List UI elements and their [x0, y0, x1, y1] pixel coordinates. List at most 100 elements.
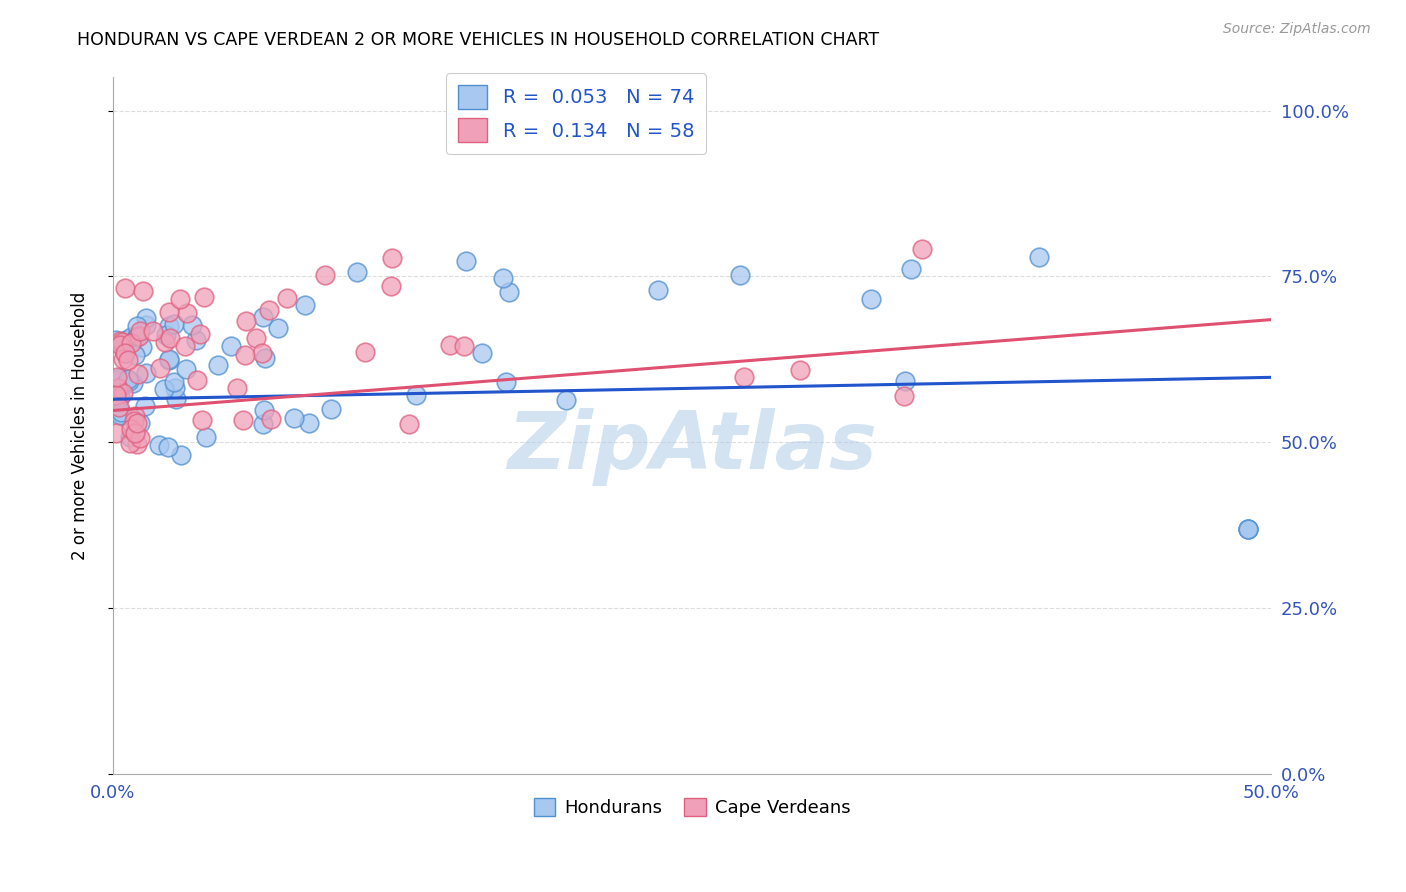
- Point: [647, 283, 669, 297]
- Point: [110, 404, 132, 418]
- Point: [118, 430, 141, 444]
- Point: [115, 333, 138, 347]
- Point: [163, 317, 186, 331]
- Point: [191, 413, 214, 427]
- Point: [155, 335, 177, 350]
- Point: [152, 382, 174, 396]
- Point: [165, 392, 187, 406]
- Point: [108, 408, 131, 422]
- Point: [107, 381, 129, 395]
- Point: [174, 339, 197, 353]
- Point: [219, 339, 242, 353]
- Point: [159, 305, 181, 319]
- Point: [129, 431, 152, 445]
- Point: [193, 290, 215, 304]
- Point: [107, 387, 129, 401]
- Point: [194, 430, 217, 444]
- Point: [149, 361, 172, 376]
- Point: [111, 408, 134, 422]
- Point: [453, 339, 475, 353]
- Point: [135, 310, 157, 325]
- Point: [346, 265, 368, 279]
- Point: [124, 409, 146, 423]
- Point: [276, 291, 298, 305]
- Point: [471, 346, 494, 360]
- Point: [148, 437, 170, 451]
- Point: [105, 370, 128, 384]
- Point: [283, 410, 305, 425]
- Point: [176, 306, 198, 320]
- Point: [398, 417, 420, 432]
- Point: [253, 402, 276, 417]
- Point: [118, 374, 141, 388]
- Point: [492, 271, 515, 285]
- Point: [112, 385, 135, 400]
- Point: [893, 389, 915, 403]
- Point: [125, 416, 148, 430]
- Point: [117, 353, 139, 368]
- Point: [405, 388, 427, 402]
- Point: [124, 426, 146, 441]
- Point: [157, 351, 180, 366]
- Point: [108, 390, 131, 404]
- Point: [120, 436, 142, 450]
- Point: [111, 373, 134, 387]
- Point: [454, 253, 477, 268]
- Point: [267, 321, 290, 335]
- Point: [321, 401, 343, 416]
- Point: [114, 281, 136, 295]
- Point: [900, 262, 922, 277]
- Point: [1237, 522, 1260, 536]
- Point: [188, 326, 211, 341]
- Point: [111, 378, 134, 392]
- Point: [495, 375, 517, 389]
- Point: [297, 416, 319, 430]
- Point: [165, 380, 187, 394]
- Point: [110, 334, 132, 349]
- Point: [232, 413, 254, 427]
- Point: [260, 412, 283, 426]
- Point: [252, 417, 274, 431]
- Point: [159, 330, 181, 344]
- Point: [225, 381, 247, 395]
- Point: [789, 363, 811, 377]
- Point: [117, 372, 139, 386]
- Point: [127, 437, 149, 451]
- Point: [859, 292, 882, 306]
- Point: [125, 329, 148, 343]
- Point: [733, 370, 755, 384]
- Text: Source: ZipAtlas.com: Source: ZipAtlas.com: [1223, 22, 1371, 37]
- Point: [112, 343, 135, 358]
- Point: [111, 334, 134, 349]
- Point: [112, 351, 135, 366]
- Point: [439, 338, 461, 352]
- Point: [498, 285, 520, 299]
- Point: [893, 374, 915, 388]
- Point: [245, 331, 267, 345]
- Point: [122, 376, 145, 390]
- Point: [127, 329, 149, 343]
- Point: [207, 358, 229, 372]
- Point: [157, 440, 180, 454]
- Point: [120, 422, 142, 436]
- Point: [129, 416, 152, 430]
- Point: [314, 268, 336, 282]
- Point: [108, 389, 131, 403]
- Point: [127, 367, 149, 381]
- Point: [124, 332, 146, 346]
- Point: [174, 362, 197, 376]
- Point: [353, 344, 375, 359]
- Point: [1028, 250, 1050, 264]
- Point: [134, 399, 156, 413]
- Point: [124, 348, 146, 362]
- Point: [108, 338, 131, 352]
- Point: [128, 329, 150, 343]
- Point: [257, 302, 280, 317]
- Point: [1237, 522, 1260, 536]
- Point: [131, 340, 153, 354]
- Point: [108, 370, 131, 384]
- Point: [157, 319, 180, 334]
- Point: [911, 243, 934, 257]
- Point: [104, 333, 127, 347]
- Point: [114, 345, 136, 359]
